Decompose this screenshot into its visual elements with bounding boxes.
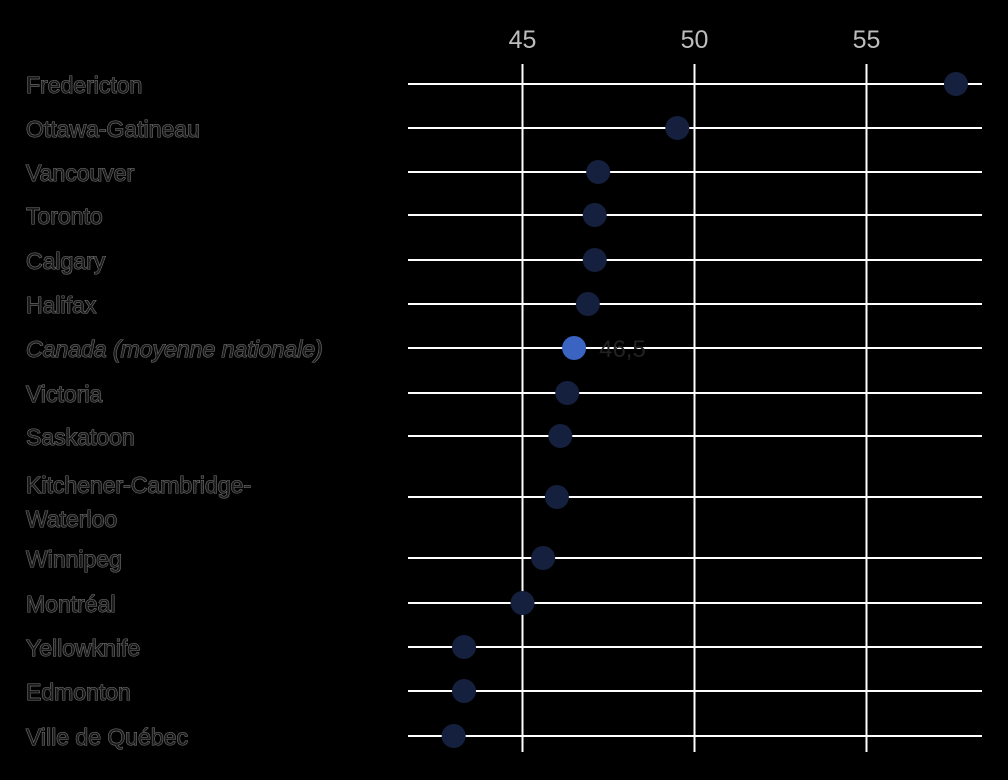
- category-label: Edmonton: [26, 679, 131, 705]
- category-label: Yellowknife: [26, 635, 140, 661]
- category-label: Winnipeg: [26, 546, 122, 572]
- data-point: [943, 72, 968, 96]
- category-label: Montréal: [26, 591, 115, 617]
- data-point: [665, 116, 690, 140]
- data-point: [586, 160, 611, 184]
- category-label: Kitchener-Cambridge-Waterloo: [26, 472, 251, 532]
- category-label: Victoria: [26, 381, 102, 407]
- highlight-data-point: [562, 336, 587, 360]
- data-point: [441, 724, 466, 748]
- category-label: Ottawa-Gatineau: [26, 116, 200, 142]
- data-value-label: 46,5: [599, 336, 646, 363]
- category-label: Fredericton: [26, 72, 142, 98]
- data-point: [452, 635, 477, 659]
- data-point: [575, 292, 600, 316]
- data-point: [582, 203, 607, 227]
- data-point: [582, 248, 607, 272]
- x-tick-label: 55: [853, 26, 881, 54]
- category-label: Ville de Québec: [26, 724, 188, 750]
- category-label: Halifax: [26, 292, 97, 318]
- category-label: Vancouver: [26, 160, 135, 186]
- category-label: Saskatoon: [26, 424, 135, 450]
- x-tick-label: 45: [509, 26, 537, 54]
- x-tick-label: 50: [681, 26, 709, 54]
- data-point: [544, 485, 569, 509]
- category-label: Calgary: [26, 248, 106, 274]
- data-point: [531, 546, 556, 570]
- data-point: [548, 424, 573, 448]
- data-point: [510, 591, 535, 615]
- data-point: [555, 381, 580, 405]
- data-point: [452, 679, 477, 703]
- category-label: Canada (moyenne nationale): [26, 336, 323, 362]
- category-label: Toronto: [26, 203, 103, 229]
